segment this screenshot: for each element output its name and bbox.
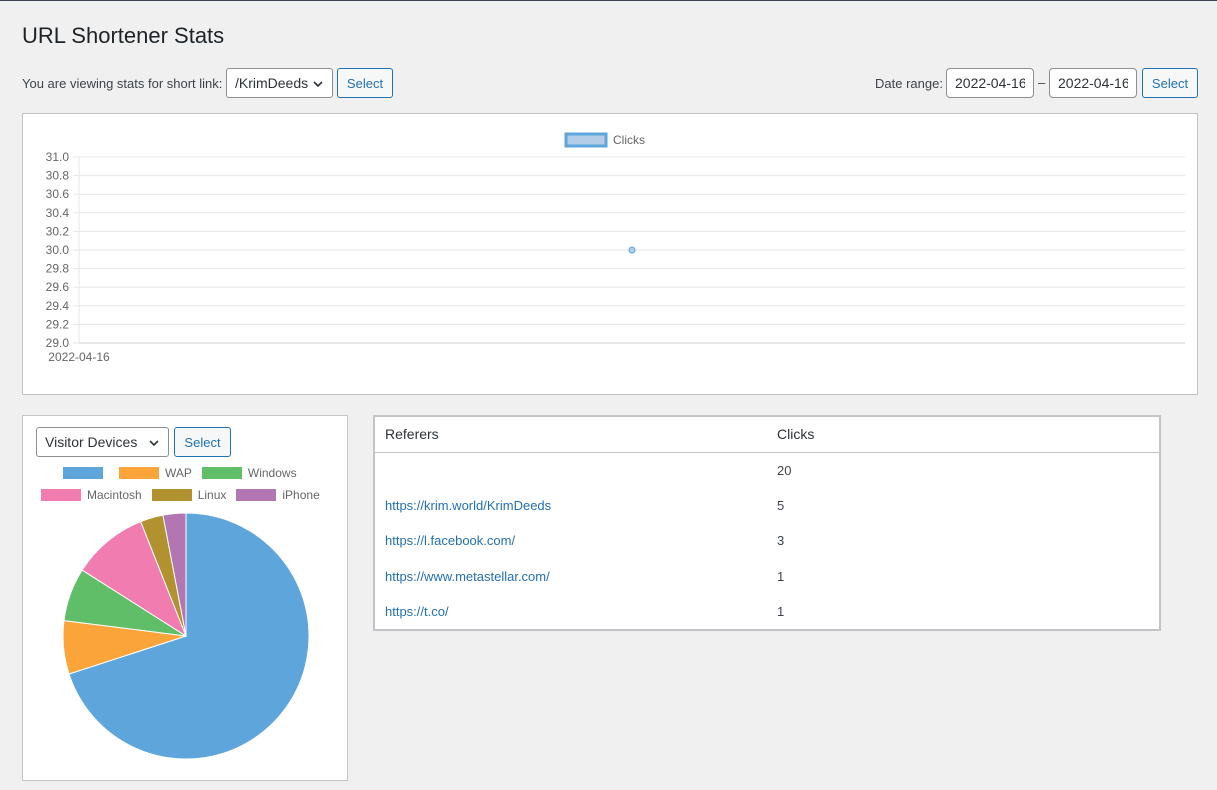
table-header-row: Referers Clicks bbox=[374, 416, 1160, 453]
table-row: https://t.co/ 1 bbox=[374, 594, 1160, 630]
y-tick-label: 29.4 bbox=[46, 299, 70, 313]
legend-swatch bbox=[41, 489, 81, 501]
y-tick-label: 30.0 bbox=[46, 243, 70, 257]
y-tick-label: 30.4 bbox=[46, 206, 70, 220]
referer-link[interactable]: https://l.facebook.com/ bbox=[385, 533, 516, 549]
pie-legend-row-2: Macintosh Linux iPhone bbox=[41, 488, 330, 502]
table-row: https://www.metastellar.com/ 1 bbox=[374, 559, 1160, 595]
column-header-clicks: Clicks bbox=[767, 416, 1160, 453]
devices-pie-chart bbox=[62, 512, 310, 760]
clicks-cell: 3 bbox=[777, 533, 785, 549]
column-header-referers: Referers bbox=[374, 416, 767, 453]
table-row: https://l.facebook.com/ 3 bbox=[374, 523, 1160, 559]
y-tick-label: 30.6 bbox=[46, 187, 70, 201]
short-link-select-value: /KrimDeeds bbox=[235, 75, 309, 91]
clicks-cell: 5 bbox=[777, 497, 785, 513]
date-range-select-button[interactable]: Select bbox=[1142, 68, 1198, 98]
date-to-input[interactable] bbox=[1049, 68, 1137, 98]
legend-swatch bbox=[119, 467, 159, 479]
pie-legend-row-1: WAP Windows bbox=[63, 466, 307, 480]
legend-swatch bbox=[564, 132, 608, 148]
pie-legend-item: Linux bbox=[151, 488, 227, 502]
y-tick-label: 29.6 bbox=[46, 280, 70, 294]
y-tick-label: 31.0 bbox=[46, 150, 70, 164]
data-point bbox=[628, 246, 636, 254]
legend-swatch bbox=[63, 467, 103, 479]
legend-label: Clicks bbox=[613, 133, 645, 147]
pie-legend-item bbox=[63, 467, 109, 479]
pie-legend-item: Windows bbox=[201, 466, 297, 480]
clicks-cell: 20 bbox=[777, 462, 792, 478]
referer-cell bbox=[374, 452, 767, 488]
chevron-down-icon bbox=[149, 440, 159, 447]
clicks-line-chart: Clicks 31.0 30.8 30.6 30.4 30.2 30.0 29.8 29.6 29… bbox=[46, 132, 1185, 364]
chart-legend: Clicks bbox=[564, 132, 645, 148]
clicks-chart-panel: Clicks 31.0 30.8 30.6 30.4 30.2 30.0 29.8 29.6 29… bbox=[22, 113, 1198, 395]
pie-slice bbox=[68, 512, 310, 760]
pie-slice bbox=[162, 512, 187, 637]
referer-cell: https://t.co/ bbox=[374, 594, 767, 630]
referer-link[interactable]: https://www.metastellar.com/ bbox=[385, 568, 550, 584]
y-tick-label: 30.2 bbox=[46, 224, 70, 238]
date-from-input[interactable] bbox=[946, 68, 1034, 98]
legend-label: iPhone bbox=[282, 488, 320, 502]
pie-legend-item: iPhone bbox=[236, 488, 320, 502]
legend-swatch bbox=[201, 467, 242, 479]
y-tick-label: 30.8 bbox=[46, 169, 70, 183]
devices-panel: Visitor Devices Select WAP Windows Macin… bbox=[22, 415, 348, 781]
legend-label: Windows bbox=[247, 466, 297, 480]
referer-link[interactable]: https://krim.world/KrimDeeds bbox=[385, 497, 552, 513]
x-tick-label: 2022-04-16 bbox=[48, 350, 110, 364]
table-row: https://krim.world/KrimDeeds 5 bbox=[374, 488, 1160, 524]
date-separator: – bbox=[1038, 75, 1046, 90]
legend-label: Linux bbox=[197, 488, 227, 502]
y-tick-label: 29.0 bbox=[46, 336, 70, 350]
referer-link[interactable]: https://t.co/ bbox=[385, 603, 449, 619]
legend-swatch bbox=[151, 489, 192, 501]
referer-cell: https://www.metastellar.com/ bbox=[374, 559, 767, 595]
referer-cell: https://krim.world/KrimDeeds bbox=[374, 488, 767, 524]
short-link-label: You are viewing stats for short link: bbox=[22, 76, 223, 91]
clicks-cell: 1 bbox=[777, 603, 785, 619]
clicks-cell: 1 bbox=[777, 568, 785, 584]
devices-select[interactable]: Visitor Devices bbox=[36, 427, 169, 457]
devices-select-button[interactable]: Select bbox=[174, 427, 231, 457]
pie-legend-item: WAP bbox=[119, 466, 192, 480]
pie-legend-item: Macintosh bbox=[41, 488, 142, 502]
table-row: 20 bbox=[374, 452, 1160, 488]
short-link-select[interactable]: /KrimDeeds bbox=[226, 68, 333, 98]
referers-table: Referers Clicks 20 https://krim.world/Kr… bbox=[373, 415, 1161, 631]
referer-cell: https://l.facebook.com/ bbox=[374, 523, 767, 559]
date-range-label: Date range: bbox=[875, 76, 943, 91]
y-tick-label: 29.2 bbox=[46, 317, 70, 331]
legend-label: Macintosh bbox=[87, 488, 142, 502]
short-link-select-button[interactable]: Select bbox=[337, 68, 393, 98]
legend-label: WAP bbox=[165, 466, 192, 480]
y-tick-label: 29.8 bbox=[46, 262, 70, 276]
legend-swatch bbox=[236, 489, 277, 501]
page-title: URL Shortener Stats bbox=[22, 23, 225, 48]
chevron-down-icon bbox=[313, 81, 323, 88]
devices-select-value: Visitor Devices bbox=[45, 434, 138, 450]
pie-slice bbox=[81, 520, 188, 638]
